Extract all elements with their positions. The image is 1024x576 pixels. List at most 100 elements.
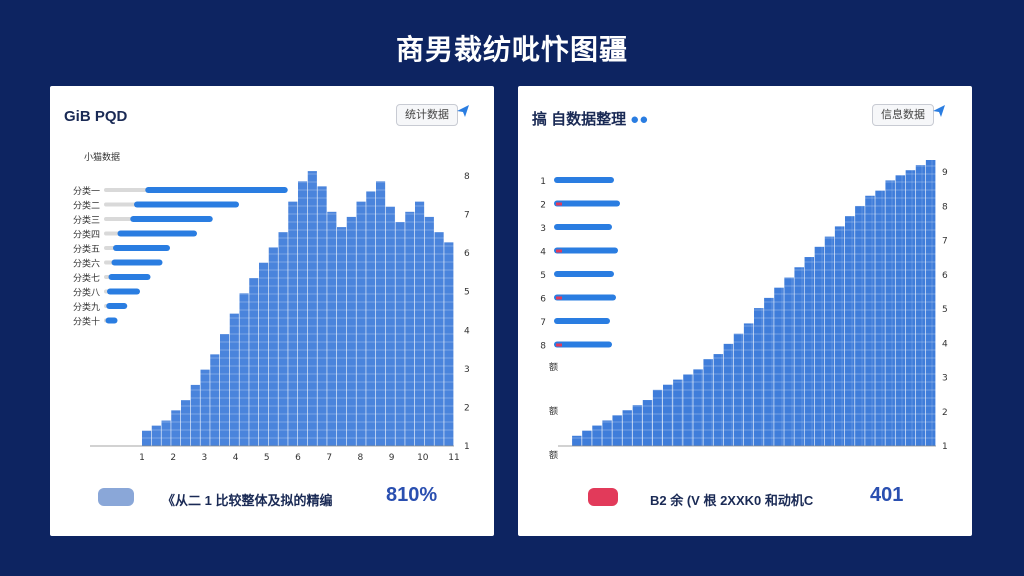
x-tick-label: 8 [358, 453, 364, 463]
histogram-bar [317, 186, 327, 446]
category-label: 5 [540, 271, 546, 281]
left-footer: 《从二 1 比较整体及拟的精编 810% [50, 484, 494, 514]
histogram-bar [794, 267, 804, 446]
y-tick-label: 3 [464, 365, 470, 375]
histogram-bar [814, 246, 825, 446]
histogram-bar [415, 201, 425, 446]
left-chart-title: GiB PQD [64, 108, 128, 125]
accent-mark [556, 343, 562, 347]
histogram-bar [210, 354, 220, 446]
category-label: 2 [540, 201, 546, 211]
histogram-bar [259, 262, 269, 446]
accent-mark [556, 202, 562, 206]
histogram-bar [307, 171, 317, 446]
right-chart-title: 搞 自数据整理 ●● [532, 108, 648, 129]
left-stats-button[interactable]: 统计数据 [396, 104, 458, 126]
category-label: 分类九 [73, 301, 100, 313]
value-bar [554, 294, 616, 301]
y-tick-label: 4 [942, 339, 948, 349]
value-bar [105, 317, 118, 324]
histogram-bar [366, 191, 376, 446]
histogram-bar [683, 374, 693, 446]
histogram-bar [703, 359, 713, 446]
x-tick-label: 10 [417, 453, 429, 463]
histogram-bar [925, 160, 936, 446]
category-label: 4 [540, 248, 546, 258]
histogram-bar [268, 247, 278, 446]
histogram-bar [161, 420, 171, 446]
y-tick-label: 2 [464, 403, 470, 413]
left-label: 额 [549, 449, 558, 461]
histogram-bar [376, 181, 386, 446]
accent-mark [556, 249, 562, 253]
y-tick-label: 7 [464, 211, 470, 221]
histogram-bar [239, 293, 249, 446]
histogram-bar [278, 232, 288, 446]
left-chart-subtitle: 小猫数据 [84, 151, 120, 163]
right-footer-text: B2 余 (V 根 2XXK0 和动机C [650, 493, 814, 508]
histogram-bar [804, 257, 815, 446]
histogram-bar [327, 211, 337, 446]
histogram-bar [875, 190, 885, 446]
left-chart-panel: GiB PQD 统计数据 小猫数据 分类一 分类二 分类三 分类四 分类五 分类六 分类七 分类… [50, 86, 494, 536]
value-bar [554, 177, 614, 183]
x-tick-label: 4 [233, 453, 239, 463]
x-tick-label: 7 [326, 453, 332, 463]
value-bar [106, 303, 128, 309]
histogram-bar [652, 389, 663, 446]
x-tick-label: 1 [139, 453, 145, 463]
histogram-bar [592, 425, 602, 446]
flag-icon [588, 488, 618, 506]
histogram-bar [229, 313, 239, 446]
histogram-bar [444, 242, 454, 446]
histogram-bar [764, 297, 774, 446]
send-icon[interactable] [932, 104, 946, 118]
histogram-bar [622, 410, 633, 446]
histogram-bar [200, 369, 210, 446]
value-bar [108, 274, 151, 280]
y-tick-label: 1 [942, 442, 948, 452]
histogram-bar [754, 308, 764, 446]
x-tick-label: 9 [389, 453, 395, 463]
histogram-bar [834, 226, 845, 446]
histogram-bar [434, 232, 444, 446]
category-label: 分类四 [73, 229, 100, 241]
value-bar [554, 271, 614, 277]
x-tick-label: 2 [170, 453, 176, 463]
value-bar [554, 200, 620, 207]
histogram-bar [582, 430, 592, 446]
histogram-bar [845, 216, 855, 446]
histogram-bar [824, 236, 835, 446]
y-tick-label: 2 [942, 408, 948, 418]
histogram-bar [151, 425, 161, 446]
value-bar [554, 341, 612, 348]
send-icon[interactable] [456, 104, 470, 118]
histogram-bar [337, 227, 347, 446]
histogram-bar [602, 420, 612, 446]
y-tick-label: 3 [942, 374, 948, 384]
histogram-bar [713, 354, 724, 446]
histogram-bar [895, 175, 906, 447]
x-tick-label: 11 [448, 453, 459, 463]
left-label: 额 [549, 361, 558, 373]
histogram-bar [885, 180, 895, 446]
histogram-bar [572, 435, 582, 446]
histogram-bar [346, 216, 356, 446]
histogram-bar [723, 343, 734, 446]
histogram-bar [405, 211, 415, 446]
right-footer-value: 401 [870, 484, 904, 506]
cloud-icon [98, 488, 134, 506]
histogram-bar [612, 415, 622, 446]
category-label: 1 [540, 177, 546, 187]
dots-icon: ●● [630, 111, 649, 128]
histogram-bar [865, 195, 875, 446]
y-tick-label: 5 [942, 305, 948, 315]
right-info-button[interactable]: 信息数据 [872, 104, 934, 126]
y-tick-label: 4 [464, 326, 470, 336]
right-footer: B2 余 (V 根 2XXK0 和动机C 401 [518, 484, 972, 514]
y-tick-label: 6 [464, 249, 470, 259]
category-label: 3 [540, 224, 546, 234]
histogram-bar [249, 278, 259, 446]
